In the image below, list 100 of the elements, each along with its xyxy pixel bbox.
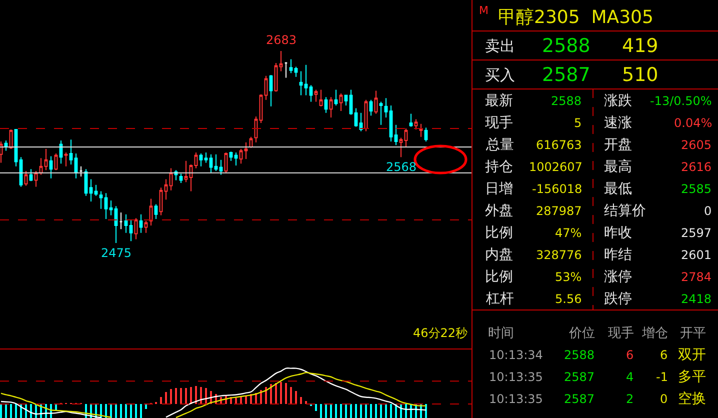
text: 现手 [608,326,634,341]
bar [15,404,17,418]
bar [245,396,247,404]
candlestick [334,89,338,106]
bar [360,404,362,418]
text: 2587 [564,392,595,406]
bar [235,398,237,404]
candlestick [299,70,303,96]
candlestick [219,159,223,176]
text: 1002607 [529,160,582,174]
text: 2601 [681,248,712,262]
candlestick [184,160,188,183]
bar [170,389,172,404]
bar [165,392,167,404]
text: 卖出 [485,37,515,55]
bar [270,384,272,404]
bar [105,404,107,418]
candlestick [404,128,408,148]
candlestick [384,98,388,118]
bar [390,404,392,418]
candlestick [189,164,193,192]
candlestick [114,206,118,244]
candlestick [309,84,313,102]
candlestick [234,152,238,166]
text: 6 [660,348,668,362]
candlestick [204,152,208,164]
candlestick [329,96,333,118]
annotation: 2475 [101,246,132,260]
bar [350,404,352,418]
text: 2588 [551,94,582,108]
candlestick [159,187,163,216]
text: -156018 [532,182,582,196]
candlestick [359,112,363,132]
candlestick [414,118,418,130]
bar [280,382,282,404]
candlestick [79,166,83,178]
candlestick [369,99,373,116]
candlestick [134,218,138,240]
bar [335,404,337,418]
candlestick [314,89,318,102]
candlestick [269,74,273,107]
bar [5,404,7,418]
bar [125,404,127,418]
text: 2597 [681,226,712,240]
text: 杠杆 [485,291,514,307]
bar [340,404,342,418]
bar [425,404,427,418]
candlestick [99,190,103,210]
bar [385,404,387,418]
text: 最高 [604,159,632,175]
text: 328776 [536,248,582,262]
candlestick [239,148,243,164]
text: 4 [626,370,634,384]
text: 结算价 [604,203,646,219]
text: 5 [574,116,582,130]
text: 2 [626,392,634,406]
candlestick [149,198,153,226]
bar [305,401,307,404]
text: 昨收 [604,225,632,241]
candlestick [394,124,398,146]
text: -1 [656,370,668,384]
bar [355,404,357,418]
text: 2585 [681,182,712,196]
candlestick [419,123,423,138]
candlestick [144,220,148,234]
candlestick [49,156,53,179]
text: 最新 [485,93,513,109]
bar [330,404,332,418]
text: 287987 [536,204,582,218]
candlestick [354,108,358,128]
candlestick [104,192,108,220]
candlestick [199,152,203,167]
candlestick [59,140,63,164]
text: 0 [660,392,668,406]
candlestick [209,154,213,174]
text: 2588 [564,348,595,362]
candlestick [119,212,123,230]
candlestick [304,64,308,96]
text: 2587 [542,64,590,86]
text: 速涨 [604,115,632,131]
text: 现手 [485,115,513,131]
candlestick [244,142,248,160]
text: 10:13:35 [489,370,543,384]
candlestick [169,168,173,191]
text: 总量 [485,137,514,153]
text: 外盘 [485,203,513,219]
candlestick [179,173,183,184]
candlestick [379,101,383,126]
text: 日增 [485,181,513,197]
bar [30,404,32,418]
text: 比例 [485,225,513,241]
bar [345,404,347,418]
text: 涨停 [604,269,632,285]
candlestick [129,219,133,242]
bar [115,404,117,418]
text: 双开 [678,347,706,363]
candlestick [399,137,403,158]
bar [130,404,132,418]
bar [300,397,302,404]
text: 昨结 [604,247,632,263]
